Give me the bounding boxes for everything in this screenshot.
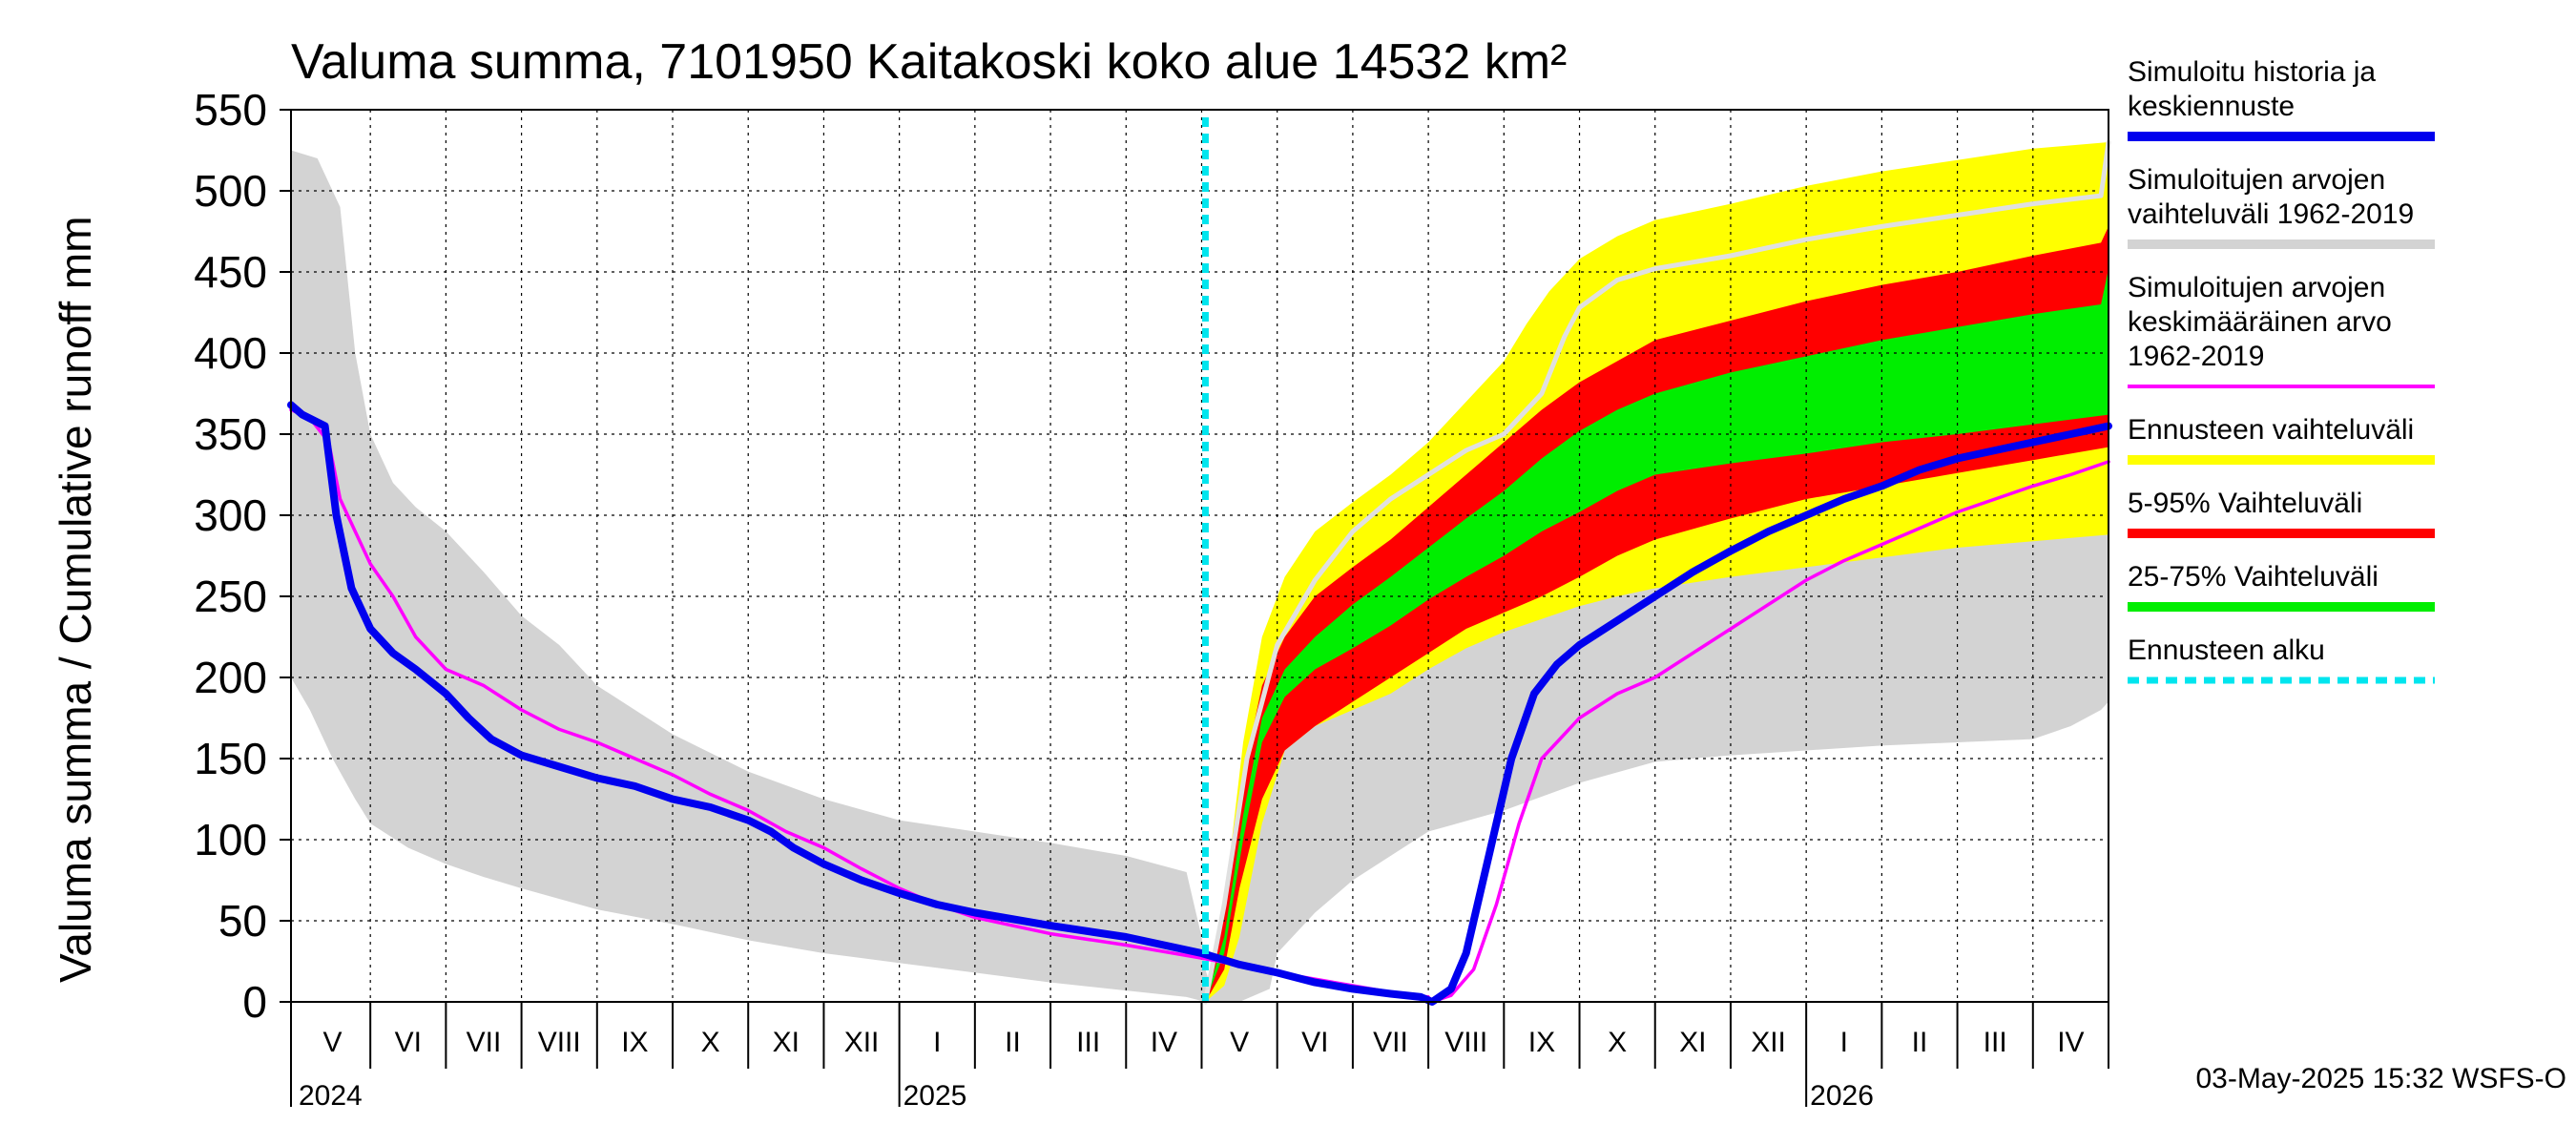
x-month-label: VI <box>395 1027 422 1058</box>
chart-lines <box>287 117 2112 1006</box>
y-tick-label: 0 <box>242 977 267 1027</box>
legend-label: vaihteluväli 1962-2019 <box>2128 198 2414 230</box>
legend-label: keskimääräinen arvo <box>2128 306 2392 338</box>
y-tick-label: 250 <box>194 572 267 621</box>
y-tick-label: 300 <box>194 490 267 540</box>
p25-75-band <box>1205 268 2109 1003</box>
legend-label: Ennusteen alku <box>2128 635 2325 666</box>
x-month-label: III <box>1076 1027 1100 1058</box>
x-month-label: X <box>1608 1027 1627 1058</box>
x-month-label: VIII <box>538 1027 581 1058</box>
legend-label: keskiennuste <box>2128 91 2295 122</box>
x-month-label: VII <box>1373 1027 1408 1058</box>
history-line <box>287 401 2112 1006</box>
x-year-label: 2026 <box>1810 1080 1874 1112</box>
legend-label: Simuloitujen arvojen <box>2128 164 2385 196</box>
timestamp: 03-May-2025 15:32 WSFS-O <box>2196 1063 2567 1094</box>
y-tick-label: 50 <box>218 896 267 946</box>
x-month-label: III <box>1984 1027 2007 1058</box>
x-month-label: I <box>1840 1027 1848 1058</box>
x-month-label: VI <box>1301 1027 1328 1058</box>
x-month-label: XII <box>1751 1027 1786 1058</box>
y-axis-label: Valuma summa / Cumulative runoff mm <box>51 216 100 983</box>
y-tick-label: 450 <box>194 247 267 297</box>
legend-label: 1962-2019 <box>2128 341 2264 372</box>
y-tick-label: 350 <box>194 409 267 459</box>
x-month-label: I <box>933 1027 941 1058</box>
x-month-label: IV <box>2057 1027 2084 1058</box>
y-tick-label: 550 <box>194 85 267 135</box>
legend-label: Simuloitujen arvojen <box>2128 272 2385 303</box>
legend-label: 25-75% Vaihteluväli <box>2128 561 2379 593</box>
y-tick-label: 500 <box>194 166 267 216</box>
legend-label: Ennusteen vaihteluväli <box>2128 414 2414 446</box>
y-tick-label: 400 <box>194 328 267 378</box>
hist-max-line <box>1202 139 2111 1005</box>
legend-label: 5-95% Vaihteluväli <box>2128 488 2362 519</box>
x-month-label: V <box>1230 1027 1249 1058</box>
x-month-label: II <box>1005 1027 1021 1058</box>
chart-title: Valuma summa, 7101950 Kaitakoski koko al… <box>291 34 1567 90</box>
y-tick-label: 150 <box>194 734 267 783</box>
chart-grid <box>291 110 2109 1002</box>
hist-mean-line <box>289 407 2110 1004</box>
x-month-label: V <box>323 1027 343 1058</box>
y-tick-label: 200 <box>194 653 267 702</box>
x-month-label: IV <box>1151 1027 1177 1058</box>
x-month-label: X <box>701 1027 720 1058</box>
chart-bands <box>291 142 2109 1003</box>
plot-frame <box>290 109 2109 1003</box>
x-month-label: VIII <box>1444 1027 1487 1058</box>
x-month-label: IX <box>621 1027 648 1058</box>
x-year-label: 2024 <box>299 1080 363 1112</box>
x-month-label: II <box>1912 1027 1928 1058</box>
legend-label: Simuloitu historia ja <box>2128 56 2376 88</box>
x-month-label: VII <box>467 1027 502 1058</box>
y-tick-label: 100 <box>194 815 267 864</box>
x-month-label: IX <box>1528 1027 1555 1058</box>
x-year-label: 2025 <box>904 1080 967 1112</box>
x-month-label: XI <box>1679 1027 1706 1058</box>
x-month-label: XI <box>773 1027 800 1058</box>
x-month-label: XII <box>844 1027 880 1058</box>
